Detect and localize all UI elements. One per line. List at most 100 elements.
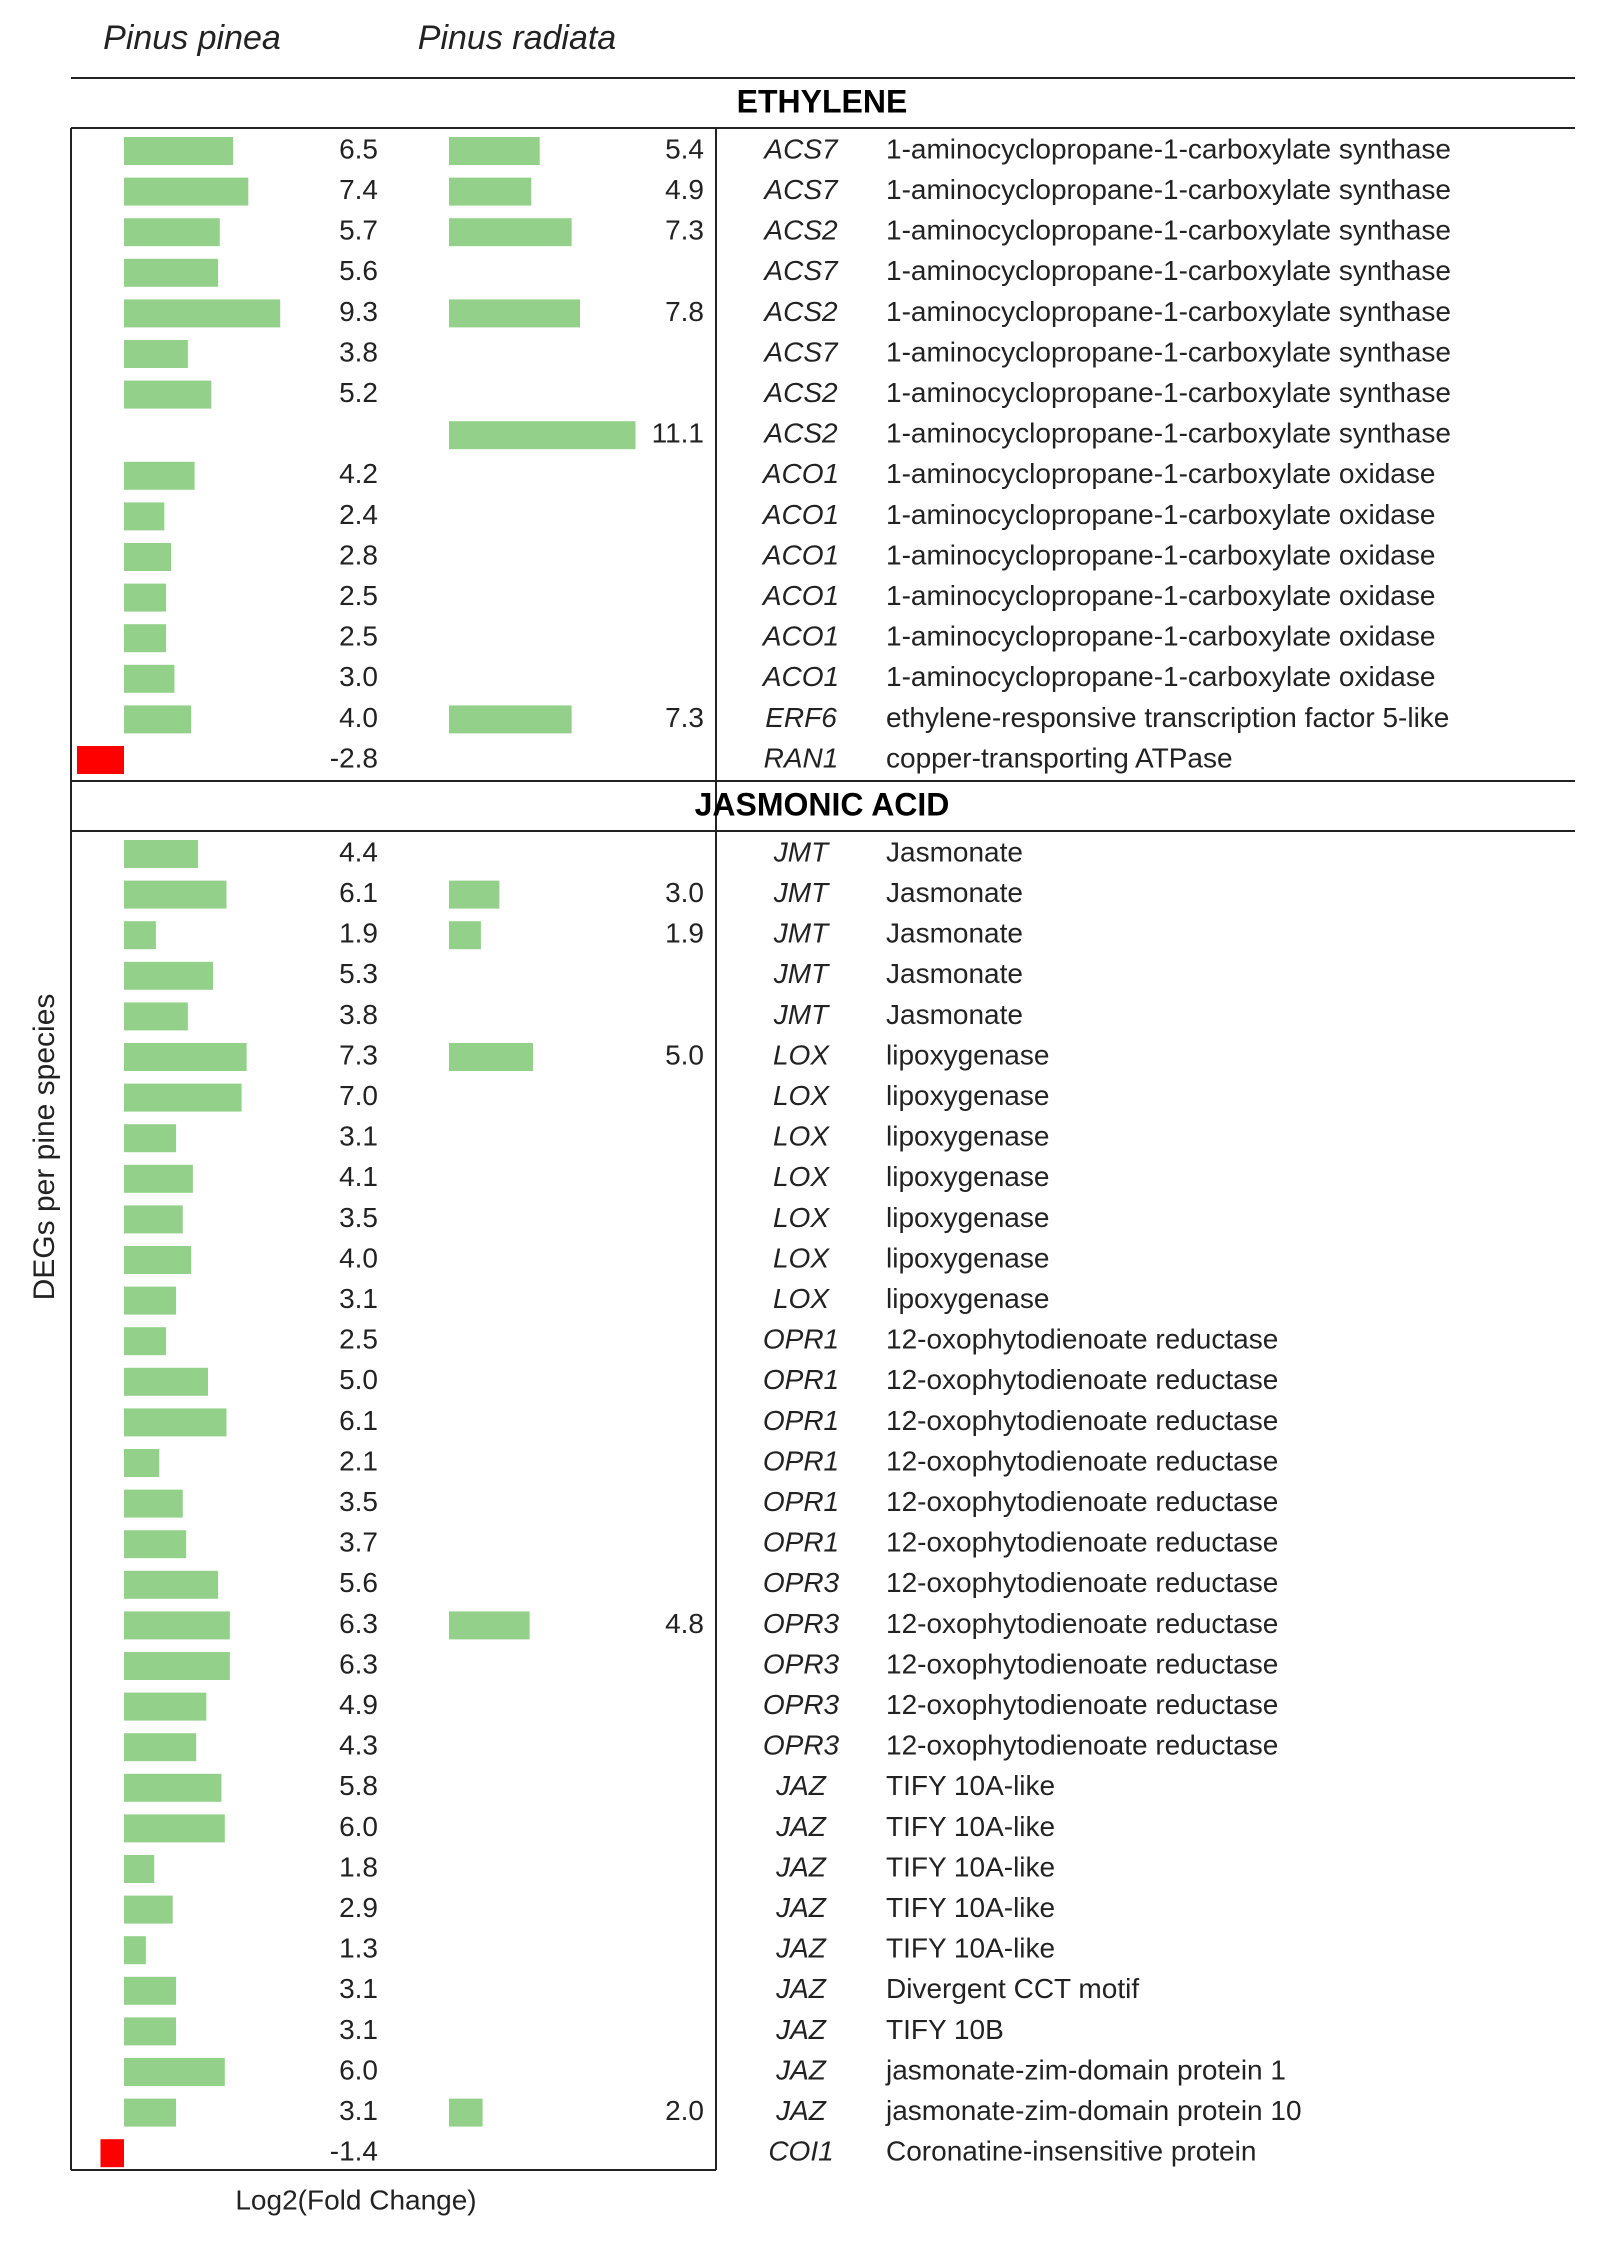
- gene-description: 1-aminocyclopropane-1-carboxylate syntha…: [886, 377, 1451, 408]
- bar: [124, 177, 249, 206]
- value-label: 6.0: [339, 1811, 378, 1842]
- gene-name: ACS2: [762, 215, 838, 246]
- gene-description: 1-aminocyclopropane-1-carboxylate syntha…: [886, 215, 1451, 246]
- bar: [124, 1773, 222, 1802]
- bar: [124, 840, 198, 868]
- value-label: 7.3: [665, 702, 704, 733]
- gene-description: Jasmonate: [886, 999, 1023, 1030]
- gene-name: LOX: [773, 1080, 830, 1111]
- value-label: 3.1: [339, 1973, 378, 2004]
- gene-name: JAZ: [775, 1811, 827, 1842]
- gene-description: lipoxygenase: [886, 1242, 1049, 1273]
- value-label: 3.1: [339, 2014, 378, 2045]
- value-label: 7.4: [339, 174, 378, 205]
- bar: [124, 340, 188, 368]
- value-label: 5.7: [339, 215, 378, 246]
- gene-description: 12-oxophytodienoate reductase: [886, 1324, 1278, 1355]
- bar: [124, 502, 165, 531]
- value-label: 4.9: [665, 174, 704, 205]
- gene-name: ACS7: [762, 336, 839, 367]
- gene-description: 1-aminocyclopropane-1-carboxylate oxidas…: [886, 499, 1435, 530]
- gene-name: ACO1: [761, 458, 839, 489]
- bar: [124, 1570, 219, 1599]
- bar: [124, 921, 156, 950]
- gene-description: TIFY 10A-like: [886, 1770, 1055, 1801]
- value-label: 7.3: [665, 215, 704, 246]
- gene-description: TIFY 10A-like: [886, 1892, 1055, 1923]
- gene-name: ACS2: [762, 418, 838, 449]
- gene-name: JAZ: [775, 2095, 827, 2126]
- value-label: 2.5: [339, 580, 378, 611]
- bar: [124, 1002, 188, 1031]
- value-label: 7.3: [339, 1039, 378, 1070]
- value-label: 3.1: [339, 1121, 378, 1152]
- gene-description: lipoxygenase: [886, 1283, 1049, 1314]
- value-label: 2.9: [339, 1892, 378, 1923]
- gene-name: ACS7: [762, 174, 839, 205]
- gene-name: OPR3: [763, 1648, 840, 1679]
- value-label: 2.5: [339, 621, 378, 652]
- gene-name: JMT: [773, 958, 830, 989]
- series-header: Pinus pinea: [103, 19, 281, 57]
- gene-description: 12-oxophytodienoate reductase: [886, 1730, 1278, 1761]
- gene-name: JAZ: [775, 1973, 827, 2004]
- value-label: 7.0: [339, 1080, 378, 1111]
- value-label: 2.8: [339, 539, 378, 570]
- value-label: 6.1: [339, 1405, 378, 1436]
- gene-name: JAZ: [775, 1770, 827, 1801]
- gene-description: 12-oxophytodienoate reductase: [886, 1608, 1278, 1639]
- value-label: 3.0: [339, 661, 378, 692]
- gene-description: 1-aminocyclopropane-1-carboxylate oxidas…: [886, 458, 1435, 489]
- value-label: 4.3: [339, 1730, 378, 1761]
- bar: [124, 1855, 155, 1883]
- value-label: 3.0: [665, 877, 704, 908]
- value-label: 9.3: [339, 296, 378, 327]
- gene-name: ACO1: [761, 580, 839, 611]
- bar: [449, 1043, 533, 1071]
- bar: [124, 1449, 160, 1477]
- gene-description: lipoxygenase: [886, 1039, 1049, 1070]
- bar: [449, 880, 500, 909]
- y-axis-label: DEGs per pine species: [28, 994, 61, 1301]
- gene-name: ACS2: [762, 296, 838, 327]
- value-label: 3.1: [339, 1283, 378, 1314]
- value-label: 6.1: [339, 877, 378, 908]
- gene-name: OPR1: [763, 1486, 839, 1517]
- bar: [449, 421, 636, 450]
- gene-description: 1-aminocyclopropane-1-carboxylate syntha…: [886, 174, 1451, 205]
- value-label: 1.8: [339, 1851, 378, 1882]
- bar: [124, 1652, 230, 1680]
- bar: [124, 1895, 173, 1924]
- value-label: 2.1: [339, 1445, 378, 1476]
- gene-name: LOX: [773, 1121, 830, 1152]
- gene-name: ACS2: [762, 377, 838, 408]
- gene-description: 12-oxophytodienoate reductase: [886, 1364, 1278, 1395]
- value-label: 1.3: [339, 1933, 378, 1964]
- value-label: 4.4: [339, 836, 378, 867]
- gene-description: 1-aminocyclopropane-1-carboxylate syntha…: [886, 336, 1451, 367]
- bar: [124, 1327, 166, 1356]
- bar: [124, 1205, 183, 1234]
- gene-description: TIFY 10A-like: [886, 1811, 1055, 1842]
- gene-name: ACS7: [762, 133, 839, 164]
- gene-name: ACO1: [761, 539, 839, 570]
- bar: [124, 258, 219, 287]
- bar: [124, 961, 214, 990]
- gene-description: 12-oxophytodienoate reductase: [886, 1445, 1278, 1476]
- gene-description: 1-aminocyclopropane-1-carboxylate oxidas…: [886, 580, 1435, 611]
- bar: [449, 2098, 483, 2127]
- gene-description: Jasmonate: [886, 877, 1023, 908]
- section-title: JASMONIC ACID: [695, 786, 950, 822]
- gene-name: ERF6: [765, 702, 837, 733]
- value-label: 3.7: [339, 1527, 378, 1558]
- value-label: 4.1: [339, 1161, 378, 1192]
- bar: [124, 1936, 146, 1965]
- value-label: 2.0: [665, 2095, 704, 2126]
- gene-name: OPR1: [763, 1364, 839, 1395]
- gene-description: Jasmonate: [886, 836, 1023, 867]
- gene-description: ethylene-responsive transcription factor…: [886, 702, 1449, 733]
- gene-name: OPR3: [763, 1567, 840, 1598]
- value-label: 3.1: [339, 2095, 378, 2126]
